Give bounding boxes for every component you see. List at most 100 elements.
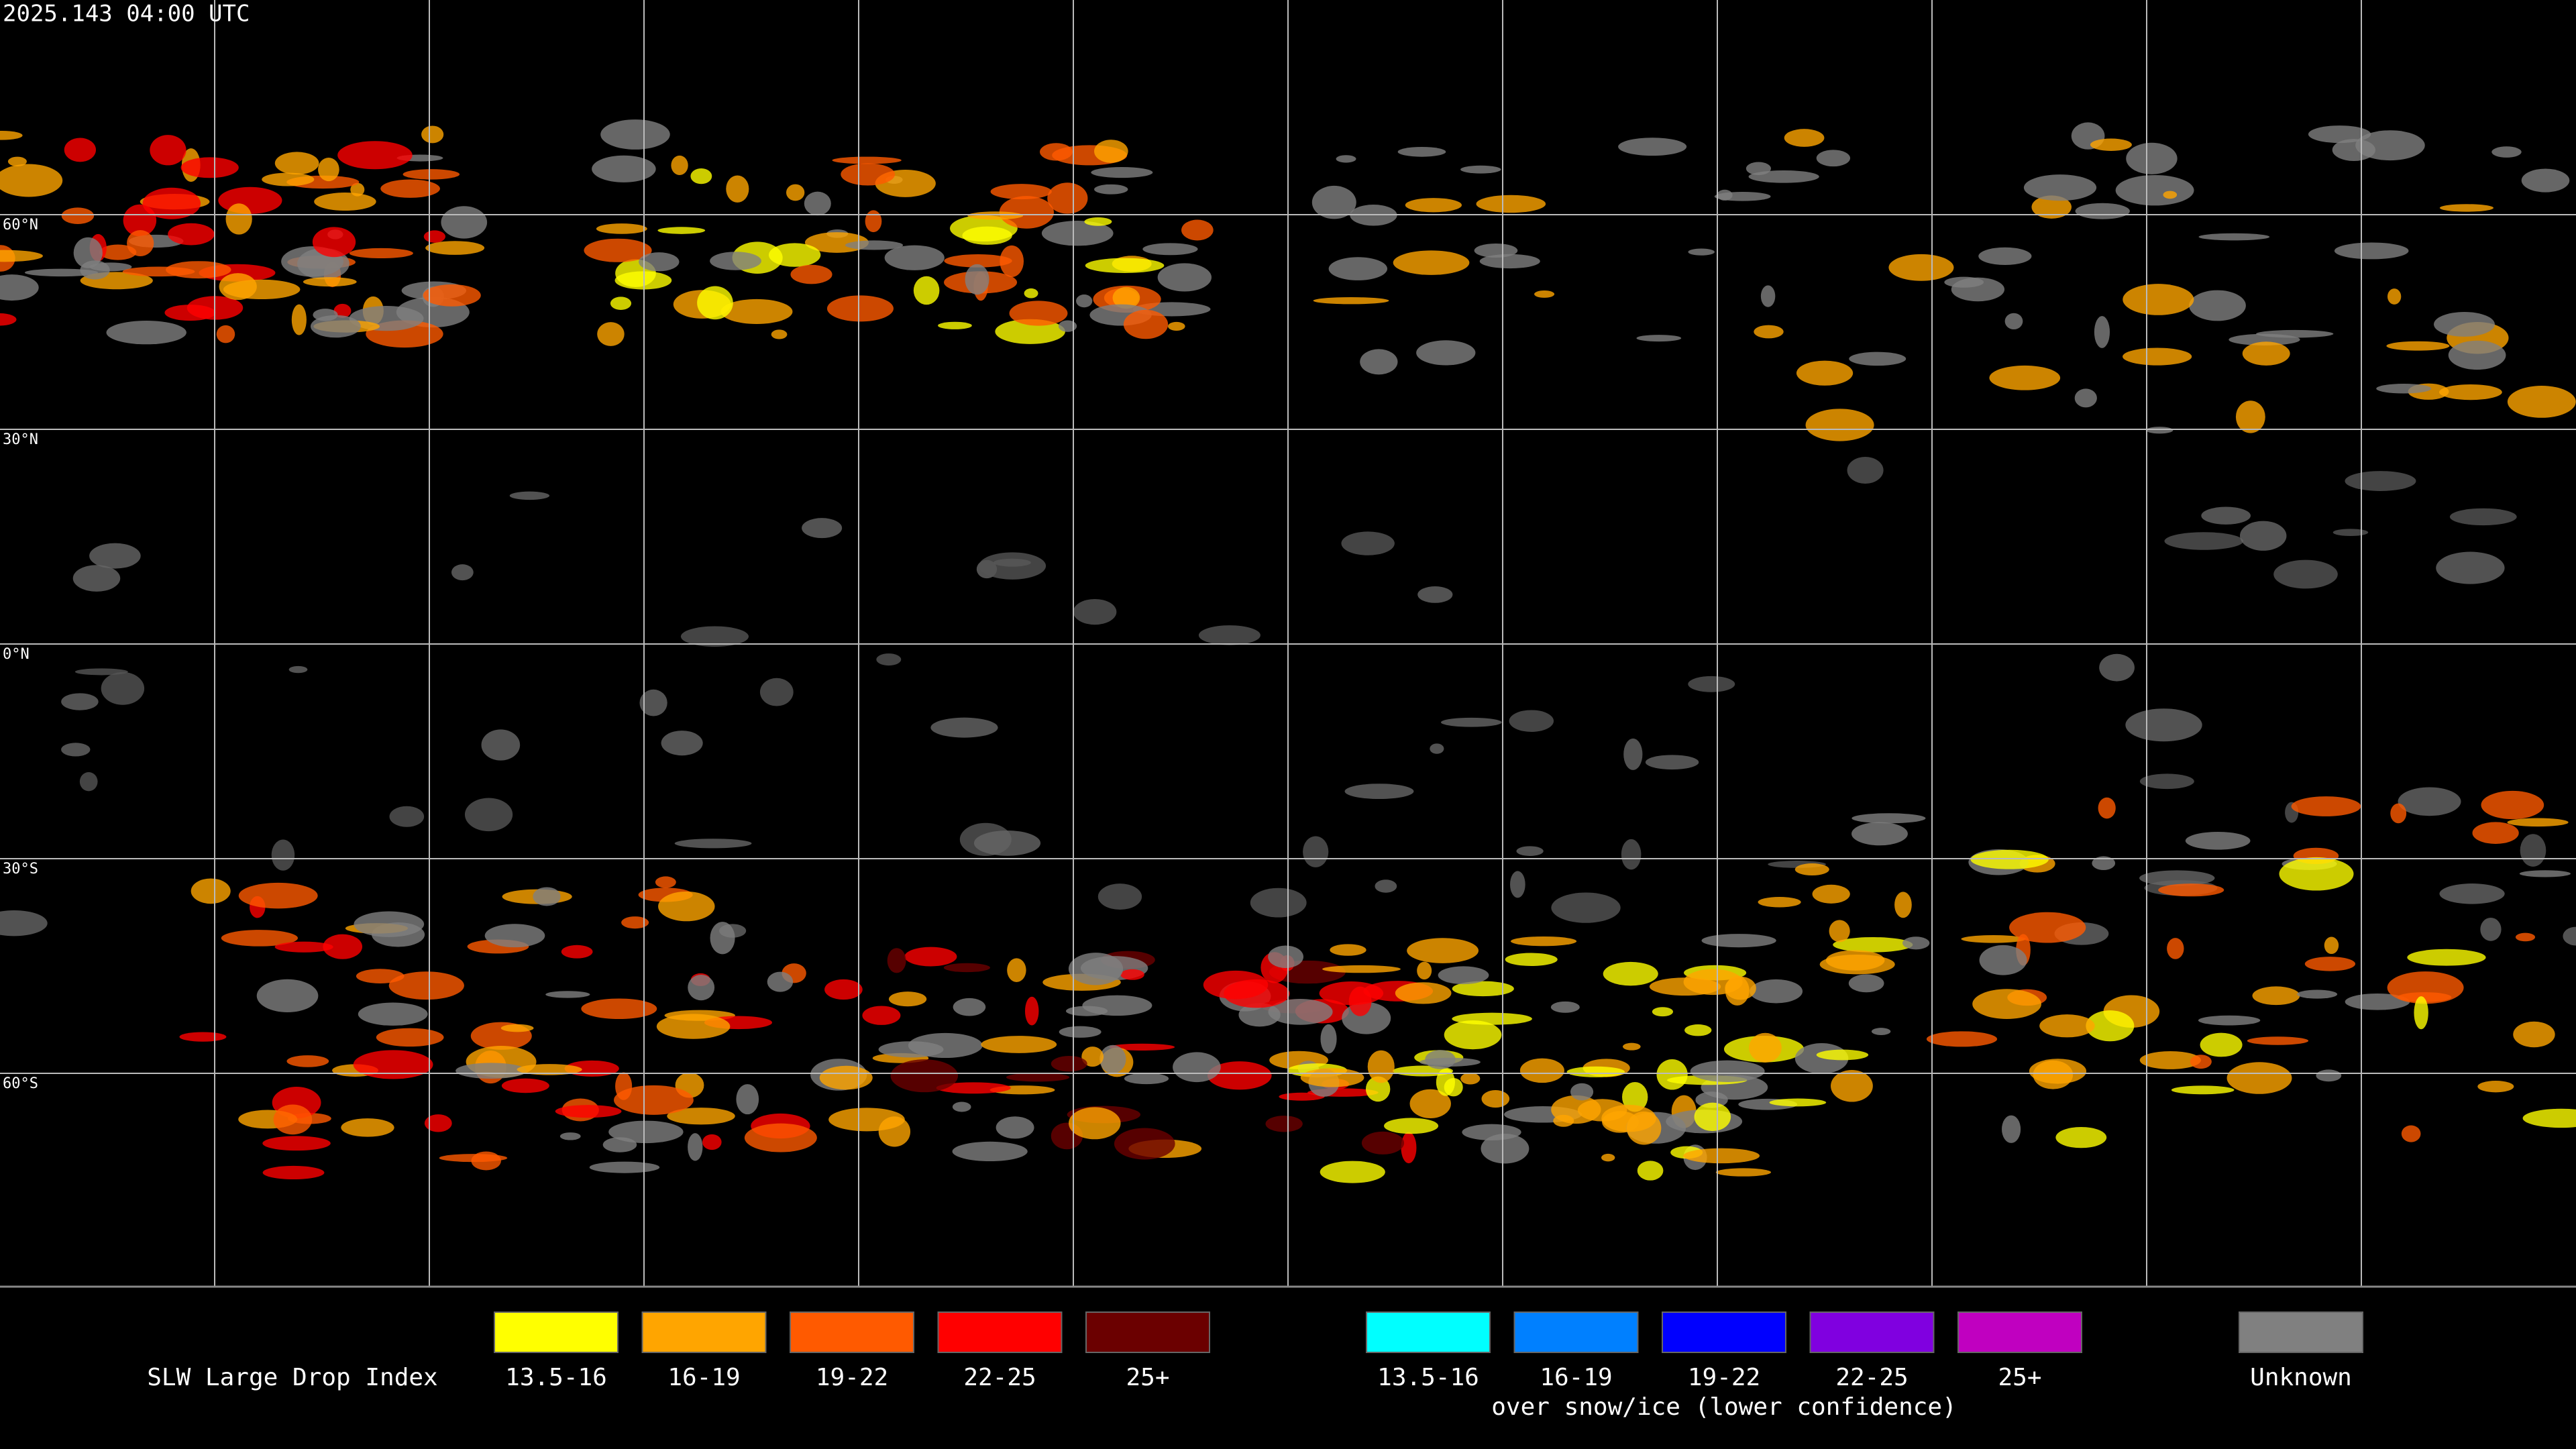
cloud-patch bbox=[1320, 1024, 1337, 1054]
timestamp: 2025.143 04:00 UTC bbox=[3, 1, 250, 28]
cloud-patch bbox=[1758, 897, 1801, 908]
cloud-patch bbox=[2198, 233, 2270, 241]
cloud-patch bbox=[688, 1133, 703, 1161]
cloud-patch bbox=[2125, 708, 2202, 742]
cloud-patch bbox=[1051, 1056, 1087, 1072]
cloud-patch bbox=[1462, 1124, 1521, 1140]
cloud-patch bbox=[2355, 130, 2425, 161]
cloud-patch bbox=[24, 268, 99, 277]
cloud-patch bbox=[1084, 217, 1112, 226]
cloud-patch bbox=[2304, 957, 2356, 971]
cloud-patch bbox=[1157, 263, 1212, 292]
cloud-patch bbox=[639, 689, 667, 716]
cloud-patch bbox=[726, 175, 749, 203]
cloud-patch bbox=[2226, 1062, 2292, 1094]
cloud-patch bbox=[2167, 938, 2184, 959]
cloud-patch bbox=[1951, 277, 2005, 302]
cloud-patch bbox=[1303, 836, 1329, 867]
cloud-patch bbox=[389, 806, 425, 827]
cloud-patch bbox=[1816, 150, 1851, 167]
cloud-patch bbox=[824, 979, 863, 1000]
cloud-patch bbox=[1367, 1050, 1395, 1083]
cloud-patch bbox=[291, 304, 307, 335]
legend-swatch bbox=[790, 1311, 914, 1353]
cloud-patch bbox=[1076, 294, 1093, 308]
cloud-patch bbox=[2074, 388, 2097, 408]
legend-label: 13.5-16 bbox=[505, 1364, 607, 1391]
cloud-patch bbox=[744, 1123, 817, 1152]
cloud-patch bbox=[1167, 321, 1185, 331]
cloud-patch bbox=[913, 276, 940, 305]
cloud-patch bbox=[661, 731, 703, 756]
cloud-patch bbox=[2521, 168, 2570, 193]
cloud-patch bbox=[341, 1118, 394, 1137]
legend-swatch bbox=[641, 1311, 767, 1353]
cloud-patch bbox=[1384, 1118, 1439, 1134]
cloud-patch bbox=[164, 305, 216, 321]
cloud-patch bbox=[1618, 138, 1687, 156]
cloud-patch bbox=[2031, 195, 2072, 219]
cloud-patch bbox=[2439, 883, 2505, 904]
cloud-patch bbox=[2139, 1051, 2202, 1069]
cloud-patch bbox=[1979, 945, 2027, 975]
cloud-patch bbox=[1112, 286, 1140, 309]
cloud-patch bbox=[354, 911, 425, 937]
cloud-patch bbox=[2297, 989, 2338, 999]
legend-swatch bbox=[2239, 1311, 2363, 1353]
cloud-patch bbox=[2123, 284, 2194, 315]
legend: SLW Large Drop Index 13.5-16 16-19 19-22 22-… bbox=[147, 1311, 2363, 1421]
cloud-patch bbox=[1848, 974, 1884, 993]
cloud-patch bbox=[421, 125, 444, 144]
cloud-patch bbox=[1040, 143, 1073, 161]
cloud-patch bbox=[1748, 170, 1819, 183]
cloud-patch bbox=[1006, 1073, 1070, 1082]
cloud-patch bbox=[1375, 879, 1397, 893]
cloud-patch bbox=[2398, 787, 2461, 816]
cloud-patch bbox=[1476, 195, 1546, 213]
cloud-patch bbox=[1419, 1057, 1481, 1067]
cloud-patch bbox=[943, 963, 990, 973]
legend-label: 19-22 bbox=[816, 1364, 888, 1391]
cloud-patch bbox=[484, 924, 545, 948]
cloud-patch bbox=[2522, 1108, 2576, 1128]
cloud-patch bbox=[2185, 832, 2251, 850]
cloud-patch bbox=[1097, 883, 1142, 910]
cloud-patch bbox=[979, 552, 1046, 580]
cloud-patch bbox=[274, 941, 333, 953]
cloud-patch bbox=[589, 1161, 660, 1173]
legend-label: 16-19 bbox=[1540, 1364, 1612, 1391]
cloud-patch bbox=[1833, 936, 1913, 953]
cloud-patch bbox=[179, 1032, 227, 1042]
cloud-patch bbox=[1516, 846, 1544, 856]
cloud-patch bbox=[767, 971, 794, 992]
cloud-patch bbox=[238, 882, 318, 909]
cloud-patch bbox=[1300, 1068, 1364, 1087]
cloud-patch bbox=[2472, 822, 2519, 845]
cloud-patch bbox=[1622, 1042, 1641, 1051]
cloud-patch bbox=[655, 876, 676, 888]
cloud-patch bbox=[1978, 247, 2032, 266]
legend-label: 25+ bbox=[1126, 1364, 1169, 1391]
cloud-patch bbox=[2126, 142, 2178, 174]
latitude-label: 60°S bbox=[3, 1075, 38, 1092]
cloud-patch bbox=[720, 299, 793, 325]
cloud-patch bbox=[614, 271, 672, 290]
cloud-patch bbox=[1816, 1049, 1869, 1061]
cloud-patch bbox=[1041, 221, 1114, 246]
cloud-patch bbox=[1059, 1026, 1102, 1038]
cloud-patch bbox=[1452, 981, 1514, 997]
cloud-patch bbox=[2390, 803, 2407, 824]
cloud-patch bbox=[876, 653, 902, 666]
legend-label: 16-19 bbox=[667, 1364, 740, 1391]
cloud-patch bbox=[89, 543, 141, 569]
cloud-patch bbox=[819, 1065, 873, 1090]
cloud-patch bbox=[1279, 1092, 1325, 1101]
cloud-patch bbox=[802, 518, 843, 539]
cloud-patch bbox=[2513, 1021, 2555, 1048]
cloud-patch bbox=[545, 991, 590, 998]
cloud-patch bbox=[1479, 254, 1540, 269]
cloud-patch bbox=[736, 1084, 759, 1115]
cloud-patch bbox=[1601, 1104, 1656, 1132]
cloud-patch bbox=[1622, 1081, 1648, 1112]
cloud-patch bbox=[862, 1006, 901, 1025]
